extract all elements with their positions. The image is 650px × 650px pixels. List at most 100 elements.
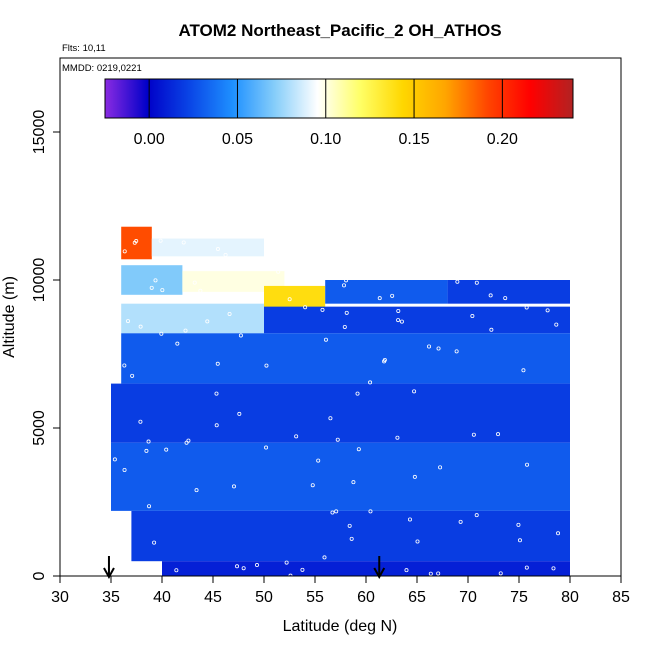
sample-point bbox=[316, 458, 321, 463]
sample-point bbox=[334, 509, 339, 514]
sample-point bbox=[342, 324, 347, 329]
sample-point bbox=[241, 566, 246, 571]
sample-point bbox=[377, 296, 382, 301]
heatmap-cell bbox=[264, 306, 570, 334]
sample-point bbox=[158, 238, 163, 243]
sample-point bbox=[382, 357, 387, 362]
heatmap-cell bbox=[151, 238, 264, 257]
sample-point bbox=[458, 519, 463, 524]
heatmap-cells bbox=[111, 226, 570, 576]
x-tick-label: 80 bbox=[561, 589, 579, 606]
sample-point bbox=[517, 538, 522, 543]
sample-point bbox=[164, 447, 169, 452]
colorbar-tick-label: 0.10 bbox=[310, 131, 341, 148]
x-tick-label: 85 bbox=[612, 589, 630, 606]
sample-point bbox=[235, 564, 240, 569]
sample-point bbox=[335, 437, 340, 442]
sample-point bbox=[122, 249, 127, 254]
sample-point bbox=[498, 571, 503, 576]
sample-point bbox=[214, 423, 219, 428]
sample-point bbox=[215, 361, 220, 366]
sample-point bbox=[183, 328, 188, 333]
colorbar: 0.00 0.05 0.10 0.15 0.20 bbox=[104, 78, 574, 148]
sample-point bbox=[294, 434, 299, 439]
sample-point bbox=[415, 539, 420, 544]
sample-point bbox=[126, 319, 131, 324]
colorbar-tick-label: 0.15 bbox=[398, 131, 429, 148]
sample-point bbox=[184, 440, 189, 445]
sample-point bbox=[238, 333, 243, 338]
y-tick-label: 15000 bbox=[31, 110, 48, 155]
sample-point bbox=[181, 240, 186, 245]
x-tick-label: 70 bbox=[459, 589, 477, 606]
sample-point bbox=[396, 308, 401, 313]
sample-point bbox=[488, 293, 493, 298]
y-axis-label: Altitude (m) bbox=[1, 276, 18, 358]
sample-point bbox=[396, 318, 401, 323]
x-tick-label: 65 bbox=[408, 589, 426, 606]
sample-point bbox=[144, 448, 149, 453]
flights-label: Flts: 10,11 bbox=[62, 43, 106, 54]
sample-point bbox=[152, 540, 157, 545]
sample-point bbox=[344, 278, 349, 283]
sample-point bbox=[323, 337, 328, 342]
sample-point bbox=[215, 247, 220, 252]
sample-point bbox=[474, 280, 479, 285]
x-axis-ticks: 30 35 40 45 50 55 60 65 70 75 80 85 bbox=[51, 576, 630, 606]
sample-point bbox=[347, 523, 352, 528]
sample-point bbox=[427, 344, 432, 349]
x-tick-label: 35 bbox=[102, 589, 120, 606]
sample-point bbox=[407, 517, 412, 522]
sample-point bbox=[300, 567, 305, 572]
sample-point bbox=[130, 373, 135, 378]
sample-point bbox=[330, 510, 335, 515]
x-tick-label: 55 bbox=[306, 589, 324, 606]
sample-point bbox=[341, 283, 346, 288]
colorbar-ticks: 0.00 0.05 0.10 0.15 0.20 bbox=[134, 79, 518, 148]
sample-point bbox=[328, 416, 333, 421]
y-tick-label: 5000 bbox=[31, 410, 48, 446]
sample-point bbox=[174, 568, 179, 573]
sample-point bbox=[194, 488, 199, 493]
sample-point bbox=[132, 240, 137, 245]
sample-point bbox=[436, 571, 441, 576]
sample-point bbox=[322, 555, 327, 560]
heatmap-cell bbox=[131, 510, 570, 562]
sample-point bbox=[349, 536, 354, 541]
sample-point bbox=[276, 269, 281, 274]
x-tick-label: 40 bbox=[153, 589, 171, 606]
heatmap-cell bbox=[325, 280, 448, 304]
sample-point bbox=[399, 319, 404, 324]
sample-point bbox=[214, 391, 219, 396]
sample-point bbox=[159, 331, 164, 336]
sample-point bbox=[227, 311, 232, 316]
sample-point bbox=[138, 324, 143, 329]
sample-point bbox=[390, 293, 395, 298]
sample-point bbox=[395, 435, 400, 440]
sample-point bbox=[344, 310, 349, 315]
sample-point bbox=[438, 465, 443, 470]
sample-point bbox=[264, 363, 269, 368]
heatmap-cell bbox=[121, 303, 264, 334]
sample-point bbox=[122, 363, 127, 368]
colorbar-tick-label: 0.20 bbox=[487, 131, 518, 148]
sample-point bbox=[175, 341, 180, 346]
sample-point bbox=[556, 531, 561, 536]
sample-point bbox=[146, 439, 151, 444]
sample-point bbox=[356, 447, 361, 452]
sample-point bbox=[524, 305, 529, 310]
heatmap-cell bbox=[111, 442, 570, 511]
sample-point bbox=[496, 432, 501, 437]
sample-point bbox=[223, 252, 228, 257]
measurement-points bbox=[112, 238, 561, 578]
sample-point bbox=[554, 322, 559, 327]
sample-point bbox=[503, 296, 508, 301]
sample-point bbox=[138, 419, 143, 424]
x-axis-label: Latitude (deg N) bbox=[283, 618, 398, 635]
sample-point bbox=[474, 513, 479, 518]
sample-point bbox=[192, 280, 197, 285]
colorbar-tick-label: 0.00 bbox=[134, 131, 165, 148]
colorbar-gradient bbox=[104, 78, 574, 119]
x-tick-label: 60 bbox=[357, 589, 375, 606]
